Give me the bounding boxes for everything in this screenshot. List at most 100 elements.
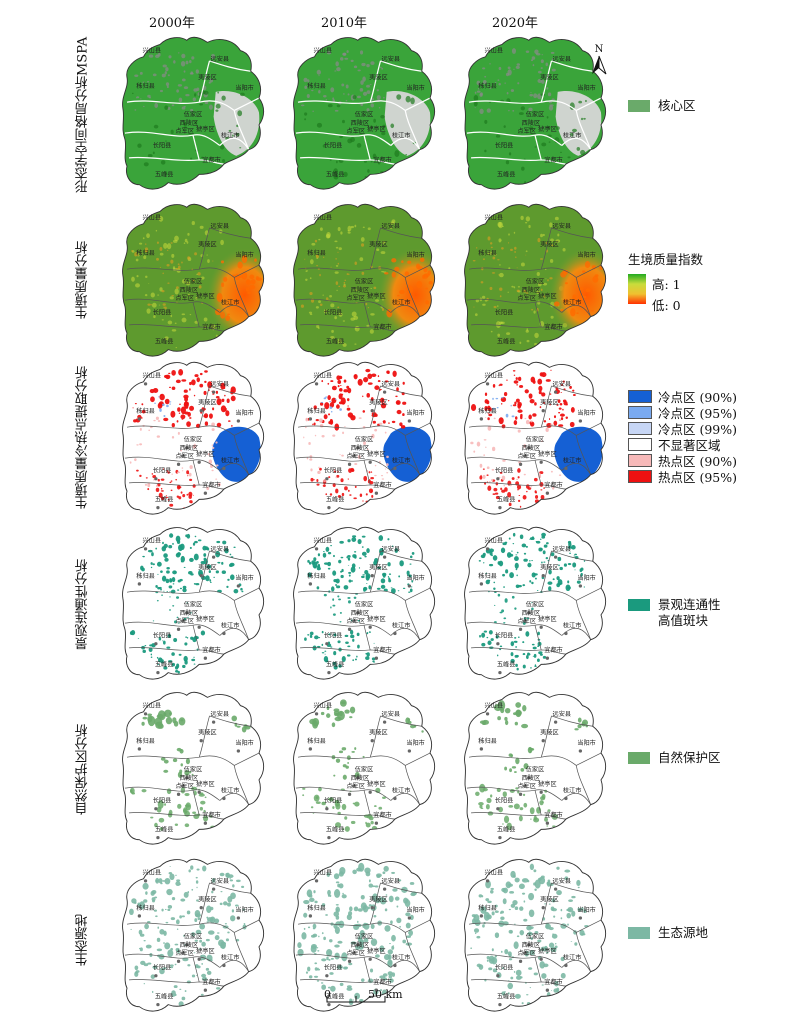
district-border — [209, 715, 251, 727]
quality-patch — [510, 248, 513, 252]
connectivity-patch — [522, 584, 526, 587]
source-patch — [571, 910, 576, 917]
reserve-patch — [502, 823, 504, 825]
district-border — [551, 227, 593, 239]
connectivity-patch — [193, 663, 196, 665]
source-patch — [201, 962, 204, 965]
hot-spot — [538, 385, 543, 392]
place-label-dianjun: 点军区 — [346, 782, 365, 790]
source-patch — [352, 999, 354, 1001]
connectivity-patch — [147, 549, 153, 553]
quality-patch — [221, 282, 225, 288]
source-patch — [321, 958, 327, 962]
edge-patch — [495, 134, 501, 138]
edge-patch — [344, 57, 349, 60]
hot-spot — [486, 481, 489, 483]
hot-spot — [353, 374, 357, 377]
connectivity-patch — [162, 640, 166, 645]
district-border — [369, 60, 382, 103]
connectivity-patch — [160, 588, 162, 591]
source-patch — [191, 974, 196, 978]
connectivity-patch — [357, 538, 362, 545]
district-border — [380, 385, 422, 397]
source-patch — [397, 879, 402, 882]
place-label-wujia: 伍家区 — [355, 111, 374, 119]
connectivity-patch — [309, 631, 314, 636]
edge-patch — [345, 99, 348, 102]
place-label-zhijiang: 枝江市 — [221, 131, 240, 139]
quality-patch — [354, 224, 357, 228]
district-border — [234, 752, 260, 766]
reserve-patch — [482, 719, 490, 725]
legend-mspa-swatch — [628, 100, 650, 112]
place-label-zhijiang: 枝江市 — [392, 131, 411, 139]
reserve-patch — [160, 757, 166, 761]
district-border — [198, 715, 210, 758]
connectivity-patch — [185, 636, 187, 639]
source-patch — [548, 942, 555, 948]
connectivity-patch — [157, 663, 160, 665]
hot-spot-light — [211, 422, 215, 427]
hot-spot — [363, 376, 369, 383]
connectivity-patch — [226, 585, 229, 588]
quality-patch — [318, 238, 321, 241]
town-point — [541, 739, 545, 743]
source-patch — [158, 878, 163, 884]
district-border — [575, 277, 592, 317]
hot-spot — [377, 375, 380, 378]
source-patch — [501, 991, 506, 996]
cold-spot — [492, 407, 496, 410]
source-patch — [175, 881, 181, 887]
district-border — [576, 587, 602, 601]
source-patch — [183, 891, 189, 898]
connectivity-patch — [163, 543, 168, 549]
connectivity-patch — [529, 539, 531, 540]
hot-spot — [162, 468, 165, 470]
place-label-zigui: 秭归县 — [478, 572, 497, 580]
connectivity-patch — [194, 540, 198, 544]
edge-patch — [142, 105, 145, 107]
edge-patch — [356, 143, 362, 148]
reserve-patch — [515, 787, 519, 790]
town-point — [498, 1002, 502, 1007]
hot-spot — [147, 488, 150, 491]
hot-spot — [180, 491, 183, 494]
hot-spot-light — [381, 475, 384, 477]
edge-patch — [371, 98, 375, 101]
town-point — [479, 582, 484, 586]
connectivity-patch — [410, 586, 413, 588]
connectivity-patch — [189, 612, 192, 614]
connectivity-patch — [193, 553, 199, 561]
source-patch — [491, 948, 494, 952]
source-patch — [500, 950, 503, 953]
source-patch — [529, 987, 532, 989]
quality-patch — [159, 252, 164, 256]
quality-patch — [318, 300, 321, 304]
place-label-zigui: 秭归县 — [136, 904, 155, 912]
quality-patch — [519, 341, 522, 344]
town-point — [314, 879, 319, 883]
connectivity-patch — [542, 655, 547, 659]
town-point — [236, 749, 241, 753]
source-patch — [196, 899, 199, 902]
quality-patch — [334, 271, 339, 274]
edge-patch — [482, 80, 487, 85]
town-point — [181, 619, 185, 623]
district-border — [561, 137, 592, 150]
source-patch — [153, 909, 158, 912]
hot-spot — [362, 395, 364, 398]
connectivity-patch — [357, 644, 360, 649]
source-patch — [534, 888, 537, 891]
reserve-patch — [503, 815, 510, 824]
connectivity-patch — [495, 635, 499, 639]
legend-reserve-swatch — [628, 752, 650, 764]
place-label-wufeng: 五峰县 — [155, 992, 174, 1000]
quality-patch — [319, 227, 323, 231]
source-patch — [391, 934, 396, 942]
hot-spot — [163, 417, 169, 422]
source-patch — [225, 938, 229, 942]
district-border — [234, 919, 260, 933]
source-patch — [147, 962, 152, 965]
quality-patch — [330, 266, 332, 268]
